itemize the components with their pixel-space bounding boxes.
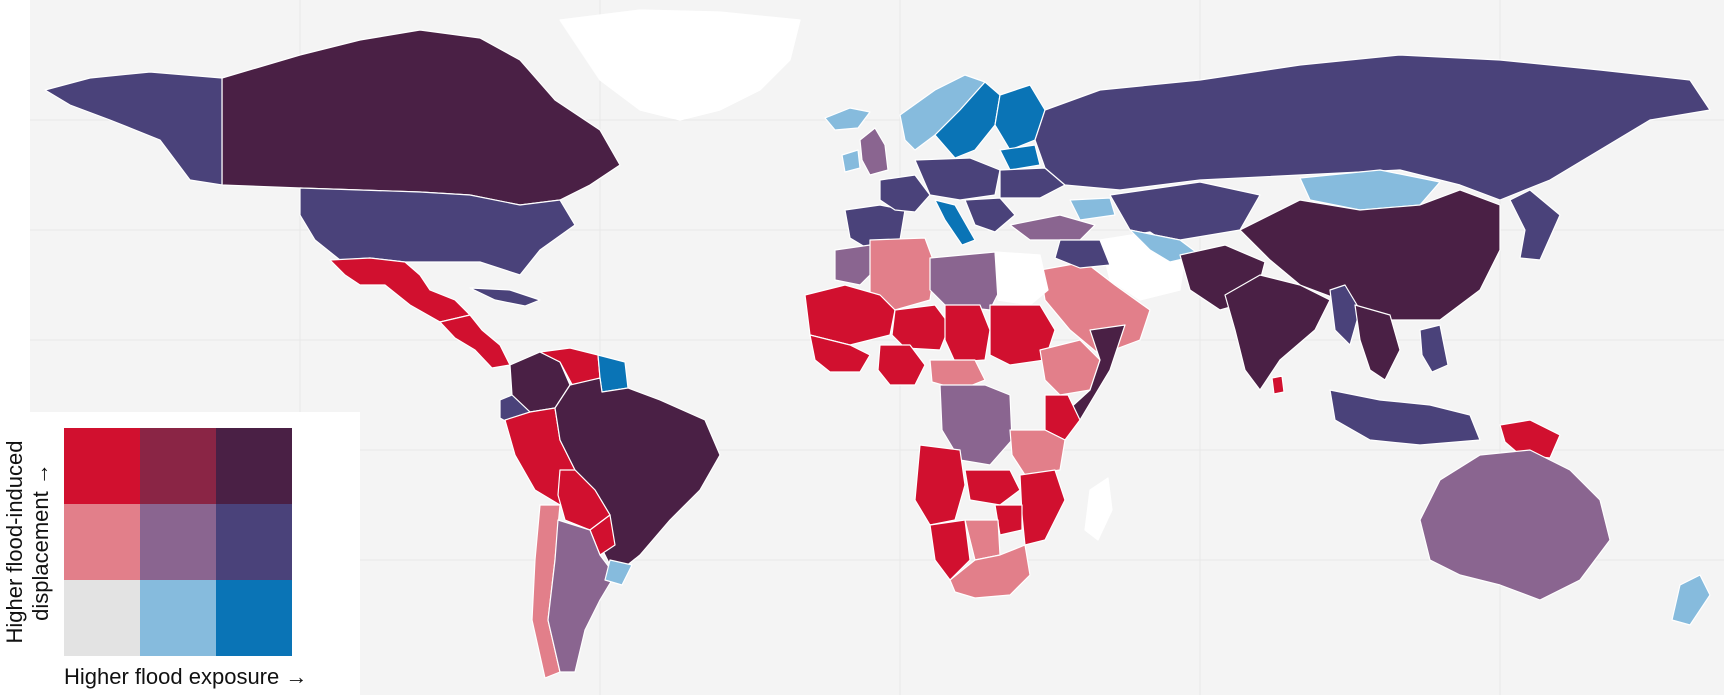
region-uruguay — [604, 559, 633, 586]
region-indonesia — [1329, 389, 1481, 446]
region-china — [1239, 189, 1501, 321]
legend-y-axis-label: Higher flood-induced displacement → — [0, 428, 56, 656]
region-caucasus — [1069, 197, 1116, 221]
legend-cell-low-low — [64, 580, 140, 656]
region-egypt — [994, 251, 1049, 306]
region-russia — [1034, 54, 1711, 201]
region-india — [1224, 274, 1331, 391]
region-ireland — [841, 149, 861, 173]
region-nigeria — [877, 344, 926, 386]
region-alaska — [44, 71, 223, 186]
region-baltics — [999, 144, 1041, 171]
region-australia — [1419, 449, 1611, 601]
legend-cell-mid-mid — [140, 504, 216, 580]
region-ukraine — [999, 167, 1066, 199]
region-namibia — [929, 519, 971, 581]
region-turkey — [1009, 214, 1096, 241]
region-zambia — [964, 469, 1021, 506]
region-indochina — [1354, 304, 1401, 381]
region-new-zealand — [1671, 574, 1711, 626]
region-tanzania — [1009, 429, 1066, 476]
region-libya — [929, 251, 1001, 311]
region-balkans — [964, 197, 1016, 233]
region-italy — [934, 199, 976, 246]
region-papua-new-guinea — [1499, 419, 1561, 459]
region-argentina — [547, 519, 616, 673]
region-iceland — [824, 107, 871, 131]
region-greenland — [559, 9, 801, 121]
region-angola — [914, 444, 966, 526]
legend-y-label-line1: Higher flood-induced — [2, 440, 27, 644]
legend-y-label-line2: displacement → — [28, 463, 53, 621]
region-sri-lanka — [1271, 375, 1285, 395]
legend-cell-mid-high — [216, 504, 292, 580]
region-chad — [944, 304, 991, 363]
legend-cell-mid-low — [64, 504, 140, 580]
legend-x-axis-label: Higher flood exposure → — [64, 664, 308, 689]
region-france — [879, 174, 931, 213]
region-madagascar — [1084, 477, 1113, 541]
legend-cell-low-high — [216, 580, 292, 656]
region-west-africa-coast — [809, 334, 871, 373]
region-korea-japan — [1509, 189, 1561, 261]
legend-cell-high-low — [64, 428, 140, 504]
region-philippines — [1419, 324, 1449, 373]
region-brazil — [554, 377, 721, 576]
region-south-africa — [949, 544, 1031, 599]
region-uk — [859, 127, 889, 176]
region-iraq-syria — [1054, 239, 1111, 269]
legend-cell-low-mid — [140, 580, 216, 656]
legend-cell-high-mid — [140, 428, 216, 504]
region-cuba — [469, 287, 541, 307]
bivariate-legend-grid — [64, 428, 292, 656]
region-usa — [299, 187, 576, 276]
region-kenya — [1044, 394, 1081, 441]
region-niger — [891, 304, 951, 351]
legend-cell-high-high — [216, 428, 292, 504]
region-central-europe — [914, 157, 1001, 201]
region-myanmar — [1329, 284, 1361, 346]
region-drc — [939, 384, 1013, 466]
